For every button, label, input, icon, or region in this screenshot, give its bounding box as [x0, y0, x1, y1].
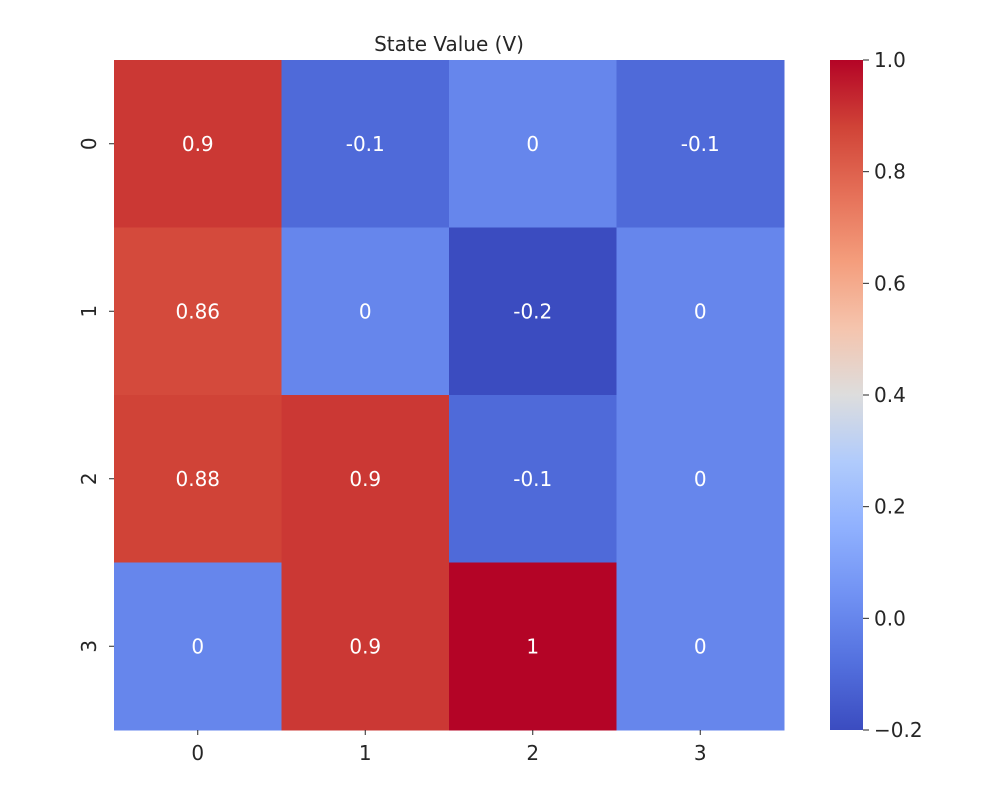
x-axis: 0 1 2 3 [191, 730, 707, 765]
heatmap-cell [616, 562, 785, 731]
heatmap-cell [449, 562, 617, 731]
heatmap-cell [281, 395, 450, 563]
cell-value-label: 0.9 [182, 132, 214, 156]
colorbar-tick-label: 0.0 [874, 606, 906, 630]
heatmap-cell [616, 395, 785, 563]
heatmap-cell [114, 395, 282, 563]
colorbar-tick-label: 0.2 [874, 495, 906, 519]
heatmap-cell [114, 60, 282, 228]
colorbar-tick-label: 1.0 [874, 48, 906, 72]
colorbar-tick-label: 0.4 [874, 383, 906, 407]
cell-value-label: 0.9 [349, 467, 381, 491]
colorbar [830, 60, 863, 730]
cell-value-label: -0.1 [346, 132, 385, 156]
cell-value-label: -0.2 [513, 299, 552, 323]
cell-value-label: 1 [526, 634, 539, 658]
heatmap-cell [616, 60, 785, 228]
colorbar-tick-label: −0.2 [874, 718, 923, 742]
x-tick-label: 3 [694, 741, 707, 765]
heatmap-cell [616, 227, 785, 396]
heatmap-cell [114, 227, 282, 396]
y-tick-label: 0 [77, 137, 101, 150]
cell-value-label: 0.86 [175, 299, 220, 323]
colorbar-axis: −0.2 0.0 0.2 0.4 0.6 0.8 1.0 [863, 48, 923, 742]
y-tick-label: 2 [77, 472, 101, 485]
colorbar-tick-label: 0.6 [874, 271, 906, 295]
cell-value-label: -0.1 [513, 467, 552, 491]
heatmap-cell-labels: 0.9 -0.1 0 -0.1 0.86 0 -0.2 0 0.88 0.9 -0.1 0 0 0.9 1 0 [175, 132, 719, 659]
cell-value-label: 0 [694, 299, 707, 323]
x-tick-label: 1 [359, 741, 372, 765]
heatmap-cell [281, 562, 450, 731]
cell-value-label: 0 [359, 299, 372, 323]
heatmap-cell [281, 227, 450, 396]
cell-value-label: 0 [526, 132, 539, 156]
heatmap-cell [449, 60, 617, 228]
chart-title: State Value (V) [374, 32, 524, 56]
heatmap-cell [114, 562, 282, 731]
y-axis: 0 1 2 3 [77, 137, 114, 653]
cell-value-label: 0.88 [175, 467, 220, 491]
heatmap-cell [281, 60, 450, 228]
cell-value-label: 0 [694, 634, 707, 658]
cell-value-label: 0.9 [349, 634, 381, 658]
x-tick-label: 2 [526, 741, 539, 765]
cell-value-label: 0 [694, 467, 707, 491]
heatmap-cell [449, 227, 617, 396]
x-tick-label: 0 [191, 741, 204, 765]
cell-value-label: 0 [191, 634, 204, 658]
y-tick-label: 3 [77, 640, 101, 653]
colorbar-tick-label: 0.8 [874, 160, 906, 184]
cell-value-label: -0.1 [681, 132, 720, 156]
heatmap-cell [449, 395, 617, 563]
y-tick-label: 1 [77, 305, 101, 318]
heatmap-cells [114, 60, 785, 731]
